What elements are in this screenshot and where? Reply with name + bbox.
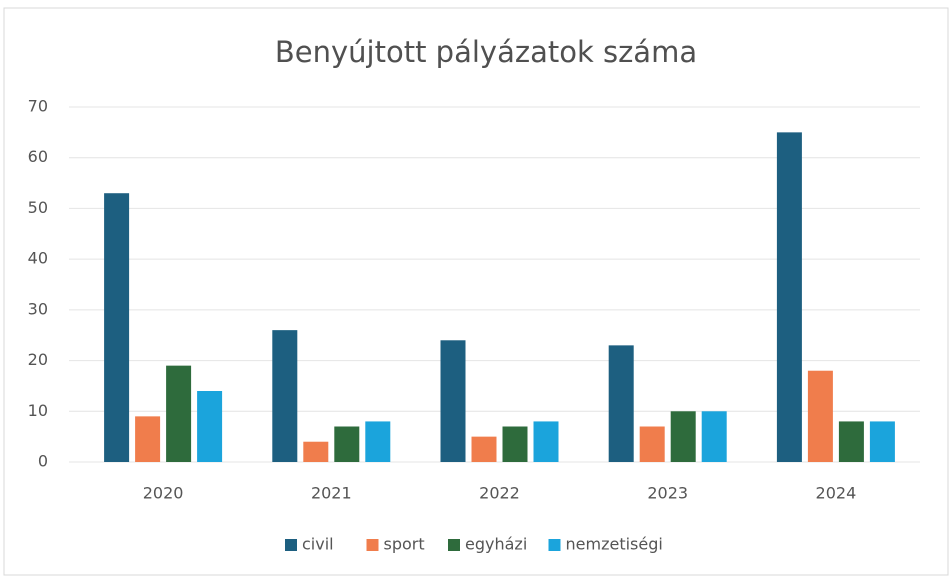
legend-swatch xyxy=(366,539,379,551)
legend-label: egyházi xyxy=(465,535,527,554)
bar xyxy=(869,421,895,462)
legend-label: civil xyxy=(302,535,334,554)
bar xyxy=(272,330,298,462)
y-tick-label: 40 xyxy=(28,249,48,268)
y-tick-label: 70 xyxy=(28,97,48,116)
x-tick-label: 2022 xyxy=(479,484,520,503)
bar xyxy=(639,426,665,462)
y-tick-label: 60 xyxy=(28,147,48,166)
x-tick-label: 2024 xyxy=(816,484,857,503)
chart-title: Benyújtott pályázatok száma xyxy=(275,35,697,69)
bar xyxy=(533,421,559,462)
y-tick-label: 10 xyxy=(28,401,48,420)
x-tick-label: 2023 xyxy=(647,484,688,503)
x-tick-label: 2020 xyxy=(143,484,184,503)
bar xyxy=(334,426,360,462)
bar xyxy=(701,411,727,462)
y-tick-label: 50 xyxy=(28,198,48,217)
bar xyxy=(166,365,192,462)
y-tick-label: 30 xyxy=(28,299,48,318)
bar xyxy=(838,421,864,462)
legend-swatch xyxy=(285,539,297,551)
legend-swatch xyxy=(548,539,561,551)
bar xyxy=(135,416,161,462)
bar xyxy=(104,193,130,462)
bar xyxy=(502,426,528,462)
bar xyxy=(608,345,634,462)
legend-label: nemzetiségi xyxy=(566,535,663,554)
bar xyxy=(197,391,223,462)
bar xyxy=(670,411,696,462)
legend-label: sport xyxy=(384,535,425,554)
bar xyxy=(471,436,497,462)
y-tick-label: 0 xyxy=(38,452,48,471)
y-tick-label: 20 xyxy=(28,350,48,369)
bar xyxy=(303,441,329,462)
bar xyxy=(440,340,466,462)
bar xyxy=(365,421,391,462)
bar xyxy=(807,370,833,462)
legend-swatch xyxy=(448,539,460,551)
x-tick-label: 2021 xyxy=(311,484,352,503)
bar xyxy=(776,132,802,462)
